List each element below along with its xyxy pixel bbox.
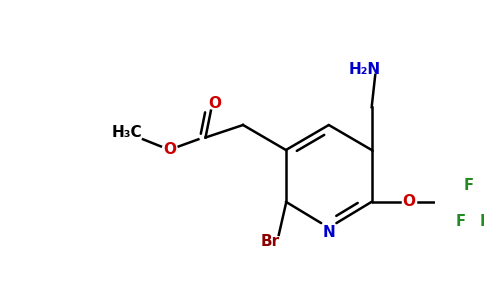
Text: O: O xyxy=(208,96,221,111)
Text: O: O xyxy=(163,142,176,158)
Text: F: F xyxy=(479,214,484,229)
Text: Br: Br xyxy=(260,235,279,250)
Text: N: N xyxy=(322,225,335,240)
Text: F: F xyxy=(463,178,473,193)
Text: H₃C: H₃C xyxy=(112,124,142,140)
Text: H₂N: H₂N xyxy=(348,62,380,77)
Text: F: F xyxy=(456,214,466,229)
Text: O: O xyxy=(403,194,416,209)
